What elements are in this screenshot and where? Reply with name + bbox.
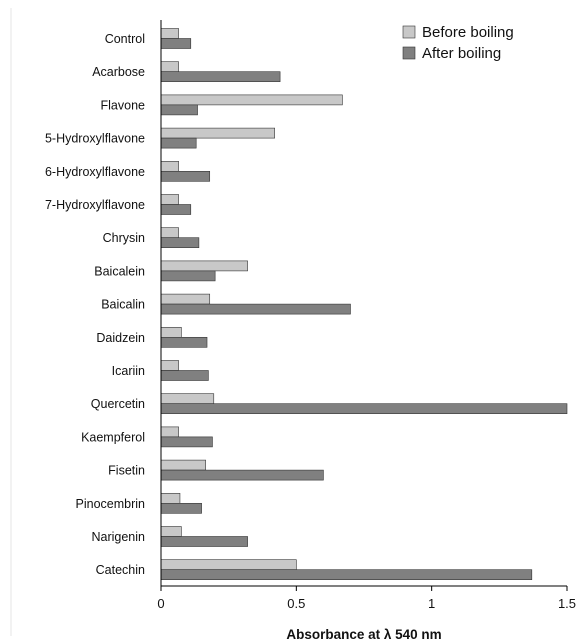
bars-group: [160, 28, 568, 581]
bar-daidzein-before-boiling: [160, 326, 182, 338]
category-label: Flavone: [101, 98, 146, 112]
bar-quercetin-after-boiling: [160, 403, 568, 415]
bar-control-after-boiling: [160, 38, 192, 49]
legend-label-before-boiling: Before boiling: [422, 24, 514, 41]
legend-label-after-boiling: After boiling: [422, 45, 501, 62]
bar-pinocembrin-before-boiling: [160, 492, 181, 504]
category-label: 6-Hydroxylflavone: [45, 165, 145, 179]
x-tick-label: 0: [157, 596, 164, 611]
bar-baicalein-after-boiling: [160, 270, 216, 282]
category-label: Baicalin: [101, 298, 145, 312]
bar-baicalin-after-boiling: [160, 303, 351, 315]
category-label: Fisetin: [108, 464, 145, 478]
legend-swatch-before-boiling: [402, 25, 416, 39]
category-label: Chrysin: [103, 231, 145, 245]
bar-baicalin-before-boiling: [160, 293, 211, 305]
bar-catechin-after-boiling: [160, 569, 533, 581]
bar-pinocembrin-after-boiling: [160, 502, 202, 514]
bar-6-hydroxylflavone-after-boiling: [160, 171, 211, 182]
bar-daidzein-after-boiling: [160, 336, 208, 348]
bar-flavone-before-boiling: [160, 94, 343, 106]
bar-5-hydroxylflavone-after-boiling: [160, 137, 197, 149]
bar-catechin-before-boiling: [160, 559, 297, 571]
category-label: Pinocembrin: [76, 497, 146, 511]
bar-baicalein-before-boiling: [160, 260, 248, 272]
bar-fisetin-before-boiling: [160, 459, 206, 471]
x-ticks-group: 0 0.5 1 1.5: [157, 586, 576, 611]
category-label: 5-Hydroxylflavone: [45, 132, 145, 146]
bar-icariin-before-boiling: [160, 360, 179, 371]
category-label: 7-Hydroxylflavone: [45, 198, 145, 212]
category-label: Daidzein: [96, 331, 145, 345]
x-axis-label: Absorbance at λ 540 nm: [286, 627, 441, 642]
category-label: Catechin: [96, 563, 145, 577]
bar-7-hydroxylflavone-after-boiling: [160, 204, 192, 215]
bar-kaempferol-before-boiling: [160, 426, 179, 438]
bar-kaempferol-after-boiling: [160, 436, 213, 448]
category-label: Baicalein: [94, 264, 145, 278]
category-label: Kaempferol: [81, 430, 145, 444]
bar-acarbose-before-boiling: [160, 61, 179, 73]
bar-acarbose-after-boiling: [160, 71, 281, 82]
x-tick-label: 0.5: [287, 596, 305, 611]
bar-6-hydroxylflavone-before-boiling: [160, 161, 179, 172]
legend: Before boiling After boiling: [402, 24, 514, 62]
bar-fisetin-after-boiling: [160, 469, 324, 481]
bar-chrysin-after-boiling: [160, 237, 200, 248]
bar-quercetin-before-boiling: [160, 393, 215, 405]
bar-chrysin-before-boiling: [160, 227, 179, 238]
bar-5-hydroxylflavone-before-boiling: [160, 127, 275, 139]
category-label: Control: [105, 32, 145, 46]
bar-narigenin-after-boiling: [160, 536, 248, 547]
legend-swatch-after-boiling: [402, 46, 416, 60]
category-label: Icariin: [112, 364, 145, 378]
x-tick-label: 1.5: [558, 596, 576, 611]
category-label: Quercetin: [91, 397, 145, 411]
x-tick-label: 1: [428, 596, 435, 611]
category-labels-group: Control Acarbose Flavone 5-Hydroxylflavone 6…: [45, 32, 145, 577]
bar-control-before-boiling: [160, 28, 179, 39]
bar-7-hydroxylflavone-before-boiling: [160, 194, 179, 205]
bar-narigenin-before-boiling: [160, 526, 182, 537]
bar-flavone-after-boiling: [160, 104, 198, 116]
category-label: Acarbose: [92, 65, 145, 79]
category-label: Narigenin: [91, 530, 145, 544]
bar-icariin-after-boiling: [160, 370, 209, 381]
